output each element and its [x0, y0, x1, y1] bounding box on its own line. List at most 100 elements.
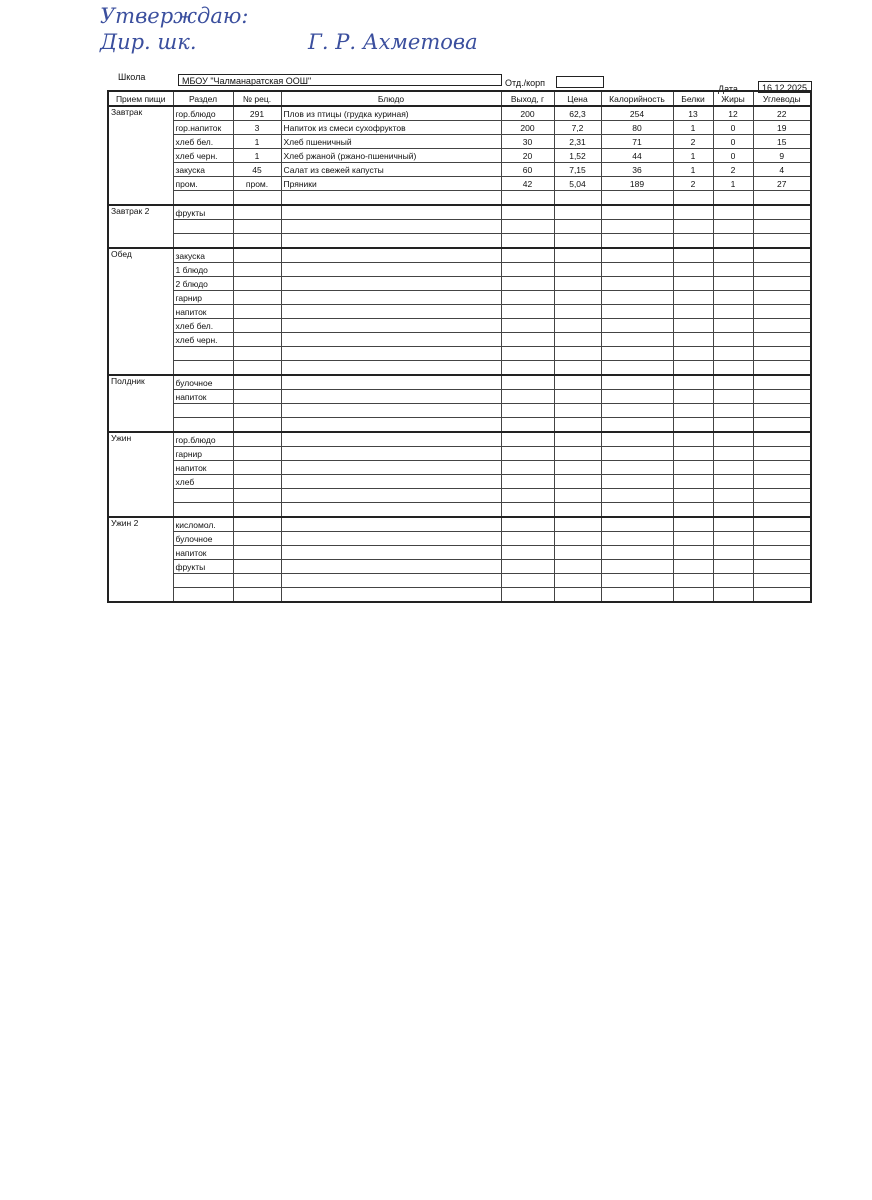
empty-cell [752, 488, 812, 503]
empty-cell [280, 559, 502, 574]
empty-cell [752, 332, 812, 347]
empty-cell [752, 446, 812, 461]
menu-table: Прием пищи Раздел № рец. Блюдо Выход, г Цена К… [107, 90, 812, 603]
cell-price: 5,04 [553, 176, 602, 191]
empty-cell [712, 417, 754, 433]
empty-cell [172, 233, 234, 249]
empty-cell [672, 417, 714, 433]
empty-cell [280, 573, 502, 588]
empty-cell [600, 488, 674, 503]
column-header: Белки [672, 90, 714, 107]
empty-cell [672, 374, 714, 390]
empty-cell [672, 431, 714, 447]
empty-cell [553, 276, 602, 291]
meal-name: Завтрак 2 [107, 204, 174, 249]
empty-cell [752, 247, 812, 263]
table-row [108, 190, 812, 206]
empty-cell [752, 573, 812, 588]
cell-protein: 1 [672, 120, 714, 135]
cell-carbs: 9 [752, 148, 812, 163]
empty-cell [232, 247, 282, 263]
empty-cell [553, 573, 602, 588]
empty-cell [672, 488, 714, 503]
empty-cell [752, 262, 812, 277]
empty-cell [672, 559, 714, 574]
cell-section: 1 блюдо [172, 262, 234, 277]
column-header: № рец. [232, 90, 282, 107]
header-row: Прием пищи Раздел № рец. Блюдо Выход, г Цена К… [107, 90, 812, 107]
empty-cell [280, 318, 502, 333]
cell-dish: Пряники [280, 176, 502, 191]
empty-cell [500, 190, 555, 206]
empty-cell [712, 502, 754, 518]
cell-section: хлеб черн. [172, 148, 234, 163]
empty-cell [500, 545, 555, 560]
cell-section: хлеб [172, 474, 234, 489]
empty-cell [600, 346, 674, 361]
empty-cell [712, 460, 754, 475]
cell-section: закуска [172, 162, 234, 177]
empty-cell [232, 431, 282, 447]
cell-yield: 200 [500, 120, 555, 135]
empty-cell [553, 488, 602, 503]
cell-kcal: 80 [600, 120, 674, 135]
empty-cell [672, 389, 714, 404]
empty-cell [752, 545, 812, 560]
empty-cell [232, 403, 282, 418]
empty-cell [672, 247, 714, 263]
empty-cell [232, 417, 282, 433]
empty-cell [553, 190, 602, 206]
empty-cell [600, 474, 674, 489]
table-row: Ужин гор.блюдо [107, 431, 812, 518]
empty-cell [500, 431, 555, 447]
empty-cell [232, 332, 282, 347]
empty-cell [752, 360, 812, 376]
empty-cell [172, 219, 234, 234]
empty-cell [600, 360, 674, 376]
empty-cell [712, 233, 754, 249]
empty-cell [672, 233, 714, 249]
empty-cell [672, 290, 714, 305]
empty-cell [600, 219, 674, 234]
empty-cell [500, 446, 555, 461]
table-row: хлеб бел. 1 Хлеб пшеничный 30 2,31 71 2 0 15 [108, 134, 812, 149]
cell-price: 7,15 [553, 162, 602, 177]
empty-cell [752, 290, 812, 305]
cell-section: фрукты [172, 559, 234, 574]
table-row: напиток [108, 460, 812, 475]
table-row [108, 360, 812, 376]
empty-cell [600, 431, 674, 447]
empty-cell [172, 346, 234, 361]
empty-cell [172, 502, 234, 518]
empty-cell [553, 446, 602, 461]
empty-cell [232, 389, 282, 404]
cell-section: хлеб бел. [172, 318, 234, 333]
empty-cell [172, 417, 234, 433]
cell-yield: 30 [500, 134, 555, 149]
table-row: гор.напиток 3 Напиток из смеси сухофруктов… [108, 120, 812, 135]
cell-price: 2,31 [553, 134, 602, 149]
empty-cell [672, 516, 714, 532]
empty-cell [232, 219, 282, 234]
empty-cell [280, 389, 502, 404]
empty-cell [553, 204, 602, 220]
empty-cell [280, 446, 502, 461]
empty-cell [232, 304, 282, 319]
empty-cell [600, 204, 674, 220]
cell-price: 7,2 [553, 120, 602, 135]
empty-cell [500, 346, 555, 361]
empty-cell [553, 531, 602, 546]
empty-cell [553, 233, 602, 249]
empty-cell [232, 346, 282, 361]
department-box [556, 76, 604, 88]
empty-cell [672, 460, 714, 475]
empty-cell [500, 304, 555, 319]
empty-cell [600, 417, 674, 433]
empty-cell [600, 531, 674, 546]
empty-cell [172, 587, 234, 603]
empty-cell [752, 474, 812, 489]
school: МБОУ "Чалманаратская ООШ" [182, 76, 312, 86]
empty-cell [600, 516, 674, 532]
empty-cell [500, 502, 555, 518]
